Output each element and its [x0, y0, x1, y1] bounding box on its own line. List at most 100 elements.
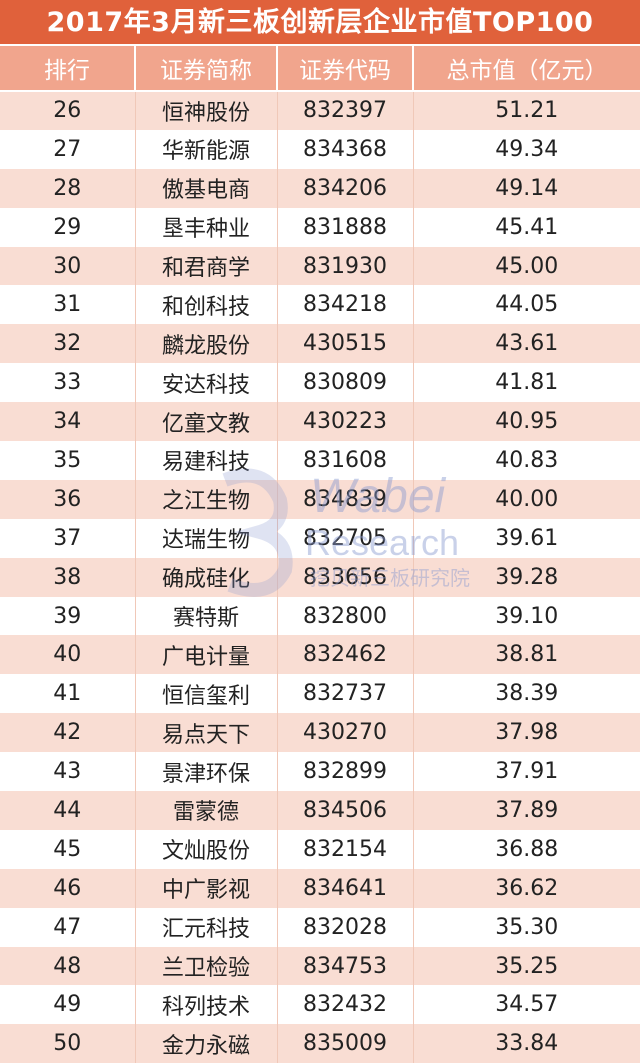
security-code-cell: 833656 [277, 557, 414, 597]
security-code-cell: 832154 [277, 829, 414, 869]
security-name-cell: 安达科技 [135, 363, 278, 403]
table-row: 47 汇元科技 832028 35.30 [0, 907, 640, 947]
table-row: 26 恒神股份 832397 51.21 [0, 91, 640, 130]
security-name-cell: 和君商学 [135, 246, 278, 286]
rank-cell: 40 [0, 635, 136, 675]
table-row: 40 广电计量 832462 38.81 [0, 635, 640, 675]
security-name-cell: 达瑞生物 [135, 518, 278, 558]
security-name-cell: 金力永磁 [135, 1024, 278, 1063]
rank-cell: 49 [0, 985, 136, 1025]
security-code-cell: 832028 [277, 907, 414, 947]
security-name-cell: 科列技术 [135, 985, 278, 1025]
table-row: 45 文灿股份 832154 36.88 [0, 829, 640, 869]
table-row: 49 科列技术 832432 34.57 [0, 985, 640, 1025]
table-row: 39 赛特斯 832800 39.10 [0, 596, 640, 636]
security-name-cell: 赛特斯 [135, 596, 278, 636]
market-cap-cell: 37.91 [495, 759, 559, 785]
security-code-cell: 834753 [277, 946, 414, 986]
security-code-cell: 832899 [277, 752, 414, 792]
table-row: 35 易建科技 831608 40.83 [0, 441, 640, 480]
security-code-cell: 832737 [277, 674, 414, 714]
rank-cell: 39 [0, 596, 136, 636]
rank-cell: 35 [0, 441, 136, 480]
security-code-cell: 834506 [277, 791, 414, 830]
rank-cell: 30 [0, 246, 136, 286]
header-name: 证券简称 [135, 46, 278, 92]
security-name-cell: 傲基电商 [135, 168, 278, 208]
security-code-cell: 832432 [277, 985, 414, 1025]
security-name-cell: 确成硅化 [135, 557, 278, 597]
security-name-cell: 垦丰种业 [135, 207, 278, 247]
market-cap-cell: 40.83 [495, 447, 559, 473]
security-name-cell: 华新能源 [135, 129, 278, 169]
security-code-cell: 831608 [277, 441, 414, 480]
security-name-cell: 景津环保 [135, 752, 278, 792]
table-row: 31 和创科技 834218 44.05 [0, 285, 640, 325]
market-cap-cell: 45.41 [495, 214, 559, 240]
security-name-cell: 中广影视 [135, 868, 278, 908]
security-name-cell: 易建科技 [135, 441, 278, 480]
security-code-cell: 834206 [277, 168, 414, 208]
rank-cell: 42 [0, 713, 136, 753]
table-row: 37 达瑞生物 832705 39.61 [0, 518, 640, 558]
market-cap-cell: 41.81 [495, 370, 559, 396]
rank-cell: 33 [0, 363, 136, 403]
table-row: 48 兰卫检验 834753 35.25 [0, 946, 640, 986]
table-row: 27 华新能源 834368 49.34 [0, 129, 640, 169]
table-row: 28 傲基电商 834206 49.14 [0, 168, 640, 208]
security-code-cell: 832397 [277, 91, 414, 130]
security-code-cell: 832462 [277, 635, 414, 675]
table-row: 43 景津环保 832899 37.91 [0, 752, 640, 792]
market-cap-cell: 40.00 [413, 479, 640, 519]
security-code-cell: 834641 [277, 868, 414, 908]
market-cap-cell: 49.14 [413, 168, 640, 208]
rank-cell: 45 [0, 829, 136, 869]
security-name-cell: 雷蒙德 [135, 791, 278, 830]
rank-cell: 26 [0, 91, 136, 130]
market-cap-cell: 36.62 [413, 868, 640, 908]
security-code-cell: 430515 [277, 324, 414, 364]
security-code-cell: 430270 [277, 713, 414, 753]
security-code-cell: 831888 [277, 207, 414, 247]
table-row: 33 安达科技 830809 41.81 [0, 363, 640, 403]
market-cap-cell: 39.61 [495, 525, 559, 551]
rank-cell: 43 [0, 752, 136, 792]
page-title: 2017年3月新三板创新层企业市值TOP100 [0, 0, 640, 46]
security-name-cell: 易点天下 [135, 713, 278, 753]
rank-cell: 29 [0, 207, 136, 247]
market-cap-cell: 49.34 [495, 136, 559, 162]
table-row: 42 易点天下 430270 37.98 [0, 713, 640, 753]
market-cap-cell: 44.05 [495, 292, 559, 318]
security-code-cell: 832800 [277, 596, 414, 636]
security-code-cell: 834218 [277, 285, 414, 325]
security-name-cell: 文灿股份 [135, 829, 278, 869]
rank-cell: 27 [0, 129, 136, 169]
rank-cell: 37 [0, 518, 136, 558]
market-cap-cell: 34.57 [495, 992, 559, 1018]
security-code-cell: 830809 [277, 363, 414, 403]
market-cap-cell: 37.98 [413, 713, 640, 753]
market-cap-cell: 43.61 [413, 324, 640, 364]
security-code-cell: 430223 [277, 402, 414, 442]
security-code-cell: 831930 [277, 246, 414, 286]
market-cap-cell: 45.00 [413, 246, 640, 286]
security-name-cell: 亿童文教 [135, 402, 278, 442]
market-cap-cell: 40.95 [413, 402, 640, 442]
market-cap-cell: 39.10 [495, 603, 559, 629]
security-name-cell: 恒信玺利 [135, 674, 278, 714]
market-cap-cell: 36.88 [495, 836, 559, 862]
header-market-cap: 总市值（亿元） [413, 46, 640, 92]
market-cap-cell: 37.89 [413, 791, 640, 830]
security-name-cell: 麟龙股份 [135, 324, 278, 364]
table-row: 38 确成硅化 833656 39.28 [0, 557, 640, 597]
rank-cell: 32 [0, 324, 136, 364]
table-row: 30 和君商学 831930 45.00 [0, 246, 640, 286]
market-cap-cell: 38.39 [495, 681, 559, 707]
market-cap-cell: 35.25 [413, 946, 640, 986]
market-cap-cell: 39.28 [413, 557, 640, 597]
market-cap-cell: 38.81 [413, 635, 640, 675]
table-row: 32 麟龙股份 430515 43.61 [0, 324, 640, 364]
table-row: 41 恒信玺利 832737 38.39 [0, 674, 640, 714]
rank-cell: 38 [0, 557, 136, 597]
rank-cell: 50 [0, 1024, 136, 1063]
